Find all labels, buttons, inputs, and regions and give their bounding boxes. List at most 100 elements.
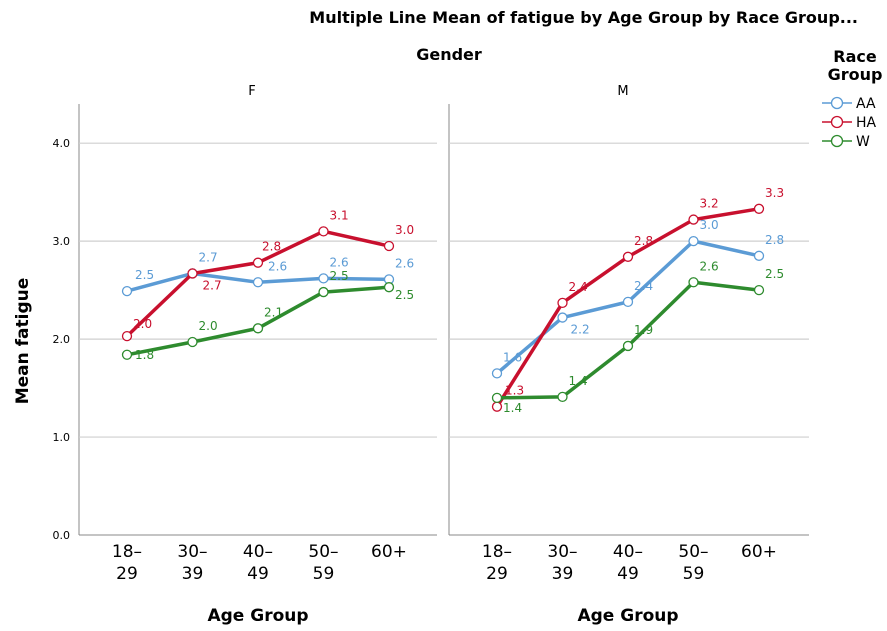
x-tick-label: 30– <box>547 542 577 562</box>
data-point <box>121 285 133 297</box>
panel-label: M <box>617 84 628 99</box>
data-point <box>622 251 634 262</box>
y-axis-title: Mean fatigue <box>13 278 33 405</box>
legend-swatch-marker <box>830 115 844 129</box>
legend-swatch-marker <box>830 96 844 110</box>
data-label: 2.8 <box>634 234 653 248</box>
data-point <box>121 349 133 360</box>
data-label: 3.2 <box>700 197 719 211</box>
data-point <box>121 331 133 342</box>
x-tick-label-line2: 29 <box>486 564 508 584</box>
x-tick-label-line2: 59 <box>683 564 705 584</box>
legend-title-line1: Race <box>833 47 877 66</box>
chart-title: Multiple Line Mean of fatigue by Age Gro… <box>309 8 858 27</box>
data-point <box>688 277 699 288</box>
legend-label: W <box>856 134 870 150</box>
data-point <box>753 203 765 214</box>
data-point <box>252 323 264 334</box>
data-label: 2.7 <box>203 278 222 292</box>
data-point <box>622 340 634 352</box>
x-tick-label: 30– <box>177 542 207 562</box>
panel-f: 0.0 1.0 2.0 3.0 4.0 F 18–29 30–39 40–49 50–59 60+ A… <box>53 84 437 626</box>
data-label: 1.8 <box>135 348 154 362</box>
y-tick-label: 0.0 <box>53 529 71 542</box>
data-point <box>383 240 395 252</box>
data-label: 2.1 <box>264 305 283 319</box>
x-tick-label-line2: 29 <box>116 564 138 584</box>
legend-item-ha: HA <box>822 115 877 131</box>
data-point <box>252 257 264 268</box>
data-point <box>491 368 503 379</box>
panel-label: F <box>248 84 255 99</box>
x-tick-label: 40– <box>243 542 273 562</box>
data-point <box>557 391 568 403</box>
data-point <box>557 297 568 308</box>
series-line <box>495 207 760 408</box>
x-tick-label: 60+ <box>741 542 777 562</box>
x-axis-title: Age Group <box>207 606 308 626</box>
data-label: 1.3 <box>505 384 524 398</box>
x-tick-label-line2: 59 <box>313 564 335 584</box>
data-point <box>753 284 765 296</box>
y-tick-label: 1.0 <box>53 431 71 444</box>
data-point <box>491 401 503 412</box>
data-point <box>383 282 395 293</box>
x-tick-label: 50– <box>308 542 338 562</box>
data-point <box>318 226 329 237</box>
data-label: 2.6 <box>700 259 719 273</box>
panel-m: M 18–29 30–39 40–49 50–59 60+ Age Group 1.6 2.2 2… <box>448 84 809 626</box>
data-label: 1.4 <box>503 401 522 415</box>
series-w: 1.4 1.4 1.9 2.6 2.5 <box>491 259 784 415</box>
data-label: 2.6 <box>330 255 349 269</box>
x-tick-label-line2: 39 <box>552 564 574 584</box>
data-point <box>688 214 699 225</box>
x-tick-label: 18– <box>112 542 142 562</box>
data-label: 2.0 <box>133 317 152 331</box>
data-point <box>252 277 264 288</box>
data-label: 2.0 <box>199 319 218 333</box>
x-tick-label: 60+ <box>371 542 407 562</box>
x-tick-label: 40– <box>613 542 643 562</box>
data-label: 2.5 <box>765 267 784 281</box>
x-axis-title: Age Group <box>577 606 678 626</box>
data-label: 1.9 <box>634 323 653 337</box>
data-label: 2.5 <box>330 269 349 283</box>
data-point <box>688 235 699 247</box>
legend-label: HA <box>856 115 877 131</box>
y-tick-label: 4.0 <box>53 137 71 150</box>
x-tick-label-line2: 49 <box>617 564 639 584</box>
y-tick-label: 2.0 <box>53 333 71 346</box>
data-label: 2.7 <box>199 250 218 264</box>
data-label: 2.4 <box>634 279 653 293</box>
data-point <box>318 273 329 284</box>
data-label: 2.8 <box>765 233 784 247</box>
legend-title-line2: Group <box>828 65 883 84</box>
x-tick-label: 50– <box>678 542 708 562</box>
legend-items: AA HA W <box>822 96 877 150</box>
panel-group-label: Gender <box>416 45 482 64</box>
series-ha: 1.3 2.4 2.8 3.2 3.3 <box>491 186 784 412</box>
x-tick-label-line2: 49 <box>247 564 269 584</box>
data-point <box>187 336 198 348</box>
data-label: 1.4 <box>569 374 588 388</box>
data-label: 2.8 <box>262 240 281 254</box>
data-point <box>557 312 568 323</box>
data-label: 3.1 <box>330 208 349 222</box>
legend-label: AA <box>856 96 876 112</box>
data-label: 3.0 <box>395 223 414 237</box>
x-tick-label-line2: 39 <box>182 564 204 584</box>
data-label: 2.2 <box>571 323 590 337</box>
legend: Race Group AA HA W <box>822 47 882 150</box>
series-w: 1.8 2.0 2.1 2.5 2.5 <box>121 269 414 362</box>
data-label: 2.6 <box>268 259 287 273</box>
legend-item-w: W <box>822 134 870 150</box>
series-ha: 2.0 2.7 2.8 3.1 3.0 <box>121 208 414 342</box>
legend-item-aa: AA <box>822 96 876 112</box>
data-label: 2.5 <box>135 268 154 282</box>
data-label: 3.0 <box>700 218 719 232</box>
data-label: 1.6 <box>503 350 522 364</box>
data-point <box>753 250 765 261</box>
x-tick-label: 18– <box>482 542 512 562</box>
data-point <box>187 268 198 279</box>
